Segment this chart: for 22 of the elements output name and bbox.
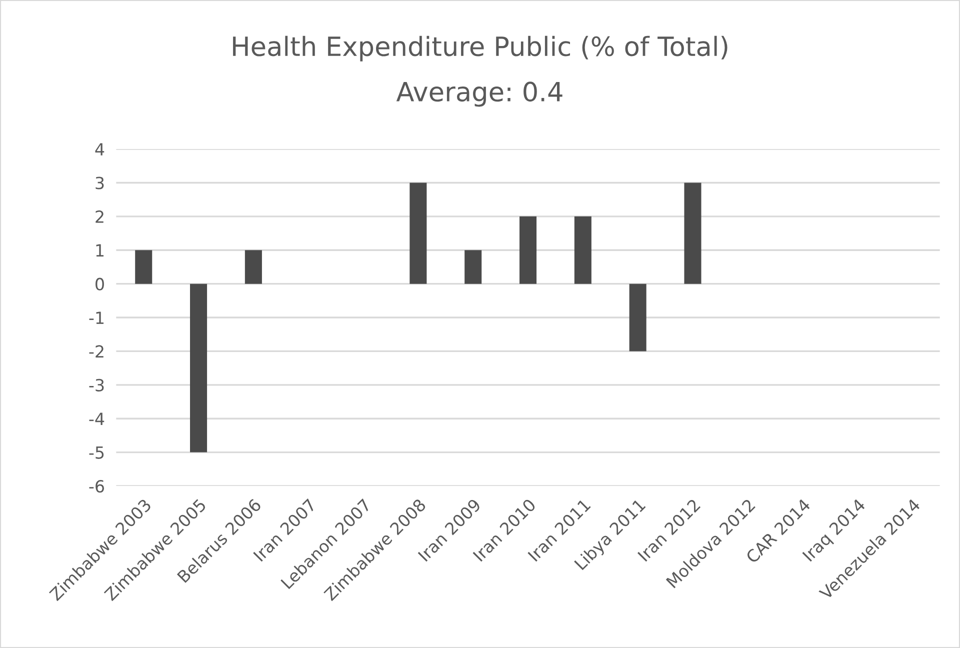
y-tick-label: -5	[89, 446, 104, 459]
bar	[574, 216, 592, 284]
y-tick-label: 3	[96, 176, 104, 190]
y-tick-label: 2	[96, 210, 104, 223]
bar	[629, 284, 646, 352]
bar	[684, 182, 702, 284]
bar	[190, 284, 208, 452]
y-tick-label: -2	[89, 345, 104, 358]
bar	[410, 182, 427, 284]
bar	[464, 250, 482, 284]
y-tick-label: 4	[95, 143, 104, 156]
y-tick-label: 1	[96, 244, 104, 256]
y-tick-label: -3	[89, 378, 104, 392]
chart-title: Health Expenditure Public (% of Total)	[233, 36, 728, 62]
y-tick-label: 0	[96, 278, 104, 290]
y-tick-label: -6	[89, 480, 104, 493]
y-tick-label: -4	[89, 412, 104, 425]
chart-subtitle: Average: 0.4	[396, 82, 562, 107]
bar	[244, 250, 262, 284]
y-tick-label: -1	[89, 312, 104, 324]
bar	[135, 250, 152, 284]
bar	[519, 216, 537, 284]
